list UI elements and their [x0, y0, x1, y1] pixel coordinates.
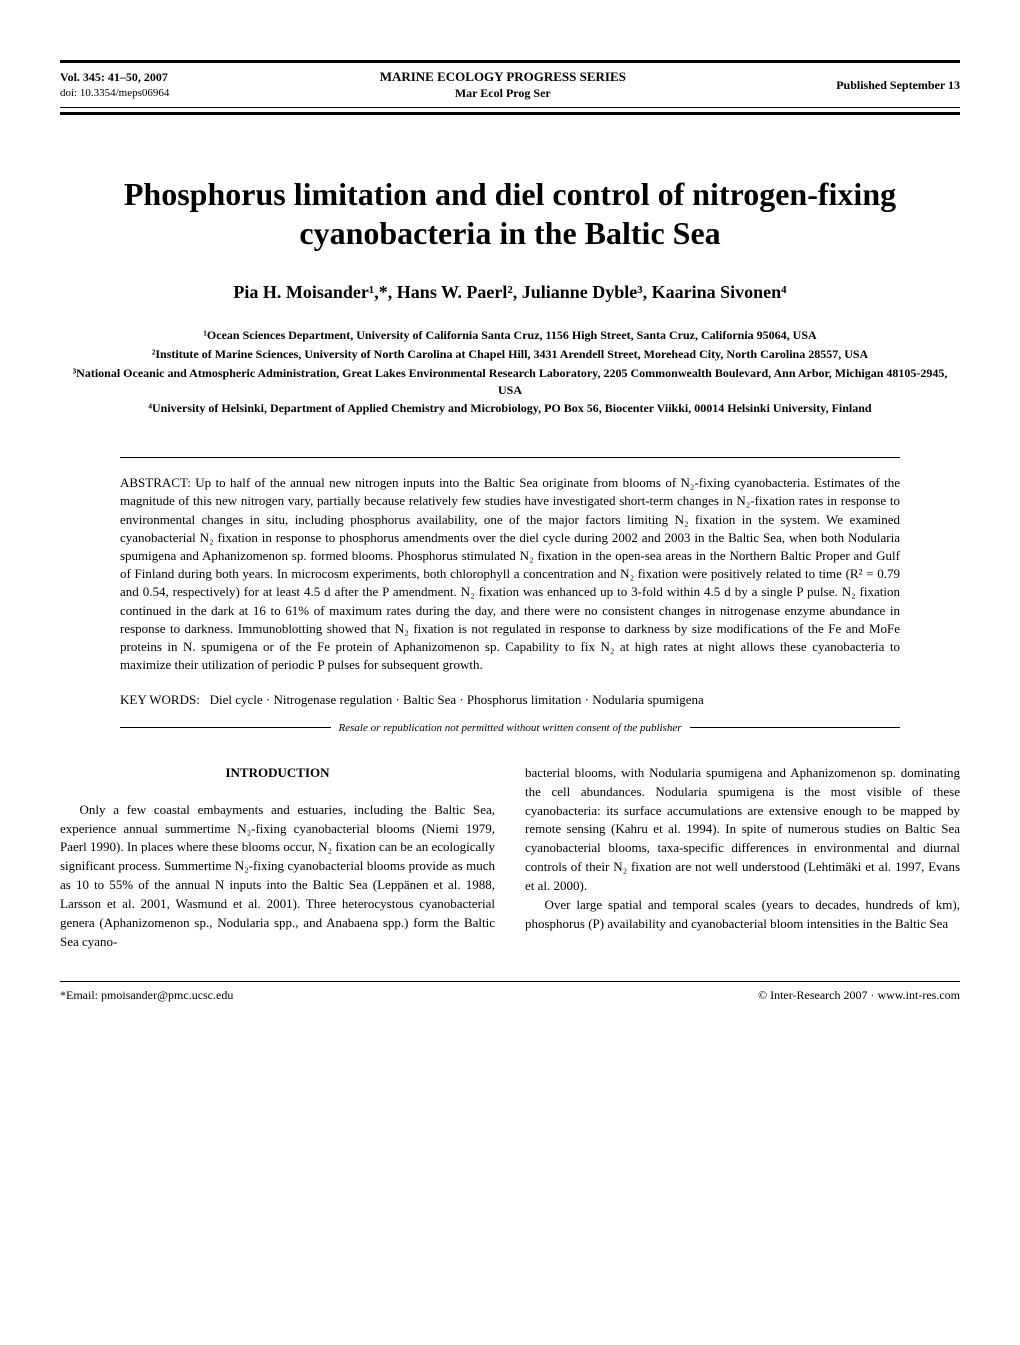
abstract-label: ABSTRACT: [120, 475, 191, 490]
keywords-line: KEY WORDS: Diel cycle · Nitrogenase regu… [120, 690, 900, 710]
affiliation-2: ²Institute of Marine Sciences, Universit… [60, 346, 960, 363]
intro-paragraph-1-cont: bacterial blooms, with Nodularia spumige… [525, 764, 960, 896]
affiliation-3: ³National Oceanic and Atmospheric Admini… [60, 365, 960, 399]
copyright-notice: © Inter-Research 2007 · www.int-res.com [758, 988, 960, 1003]
corresponding-email: *Email: pmoisander@pmc.ucsc.edu [60, 988, 233, 1003]
article-title: Phosphorus limitation and diel control o… [60, 175, 960, 252]
intro-paragraph-1: Only a few coastal embayments and estuar… [60, 801, 495, 952]
page-footer: *Email: pmoisander@pmc.ucsc.edu © Inter-… [60, 981, 960, 1003]
journal-full-name: MARINE ECOLOGY PROGRESS SERIES [380, 69, 626, 86]
journal-abbrev: Mar Ecol Prog Ser [380, 86, 626, 102]
keywords-text: Diel cycle · Nitrogenase regulation · Ba… [210, 692, 704, 707]
affiliations-block: ¹Ocean Sciences Department, University o… [60, 327, 960, 417]
journal-header: Vol. 345: 41–50, 2007 doi: 10.3354/meps0… [60, 60, 960, 108]
left-column: INTRODUCTION Only a few coastal embaymen… [60, 764, 495, 952]
journal-title-block: MARINE ECOLOGY PROGRESS SERIES Mar Ecol … [380, 69, 626, 101]
volume-block: Vol. 345: 41–50, 2007 doi: 10.3354/meps0… [60, 70, 169, 100]
authors-list: Pia H. Moisander¹,*, Hans W. Paerl², Jul… [60, 282, 960, 303]
intro-paragraph-2: Over large spatial and temporal scales (… [525, 896, 960, 934]
publication-date: Published September 13 [836, 78, 960, 93]
right-column: bacterial blooms, with Nodularia spumige… [525, 764, 960, 952]
affiliation-1: ¹Ocean Sciences Department, University o… [60, 327, 960, 344]
resale-notice: Resale or republication not permitted wi… [120, 722, 900, 734]
resale-text: Resale or republication not permitted wi… [339, 722, 682, 734]
affiliation-4: ⁴University of Helsinki, Department of A… [60, 400, 960, 417]
abstract-block: ABSTRACT: Up to half of the annual new n… [120, 474, 900, 710]
keywords-label: KEY WORDS: [120, 692, 200, 707]
divider-top [120, 457, 900, 458]
introduction-heading: INTRODUCTION [60, 764, 495, 783]
body-columns: INTRODUCTION Only a few coastal embaymen… [60, 764, 960, 952]
abstract-text: ABSTRACT: Up to half of the annual new n… [120, 474, 900, 674]
volume-text: Vol. 345: 41–50, 2007 [60, 70, 169, 86]
doi-text: doi: 10.3354/meps06964 [60, 86, 169, 100]
abstract-body: Up to half of the annual new nitrogen in… [120, 475, 900, 672]
